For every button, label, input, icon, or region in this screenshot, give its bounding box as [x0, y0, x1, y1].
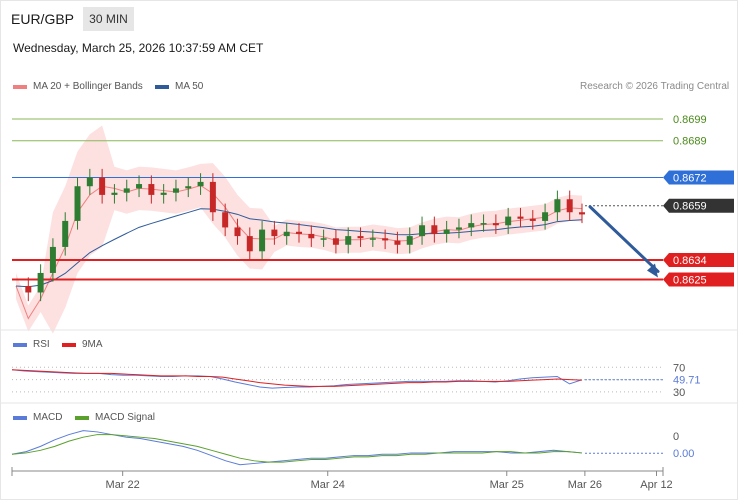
candle-body [148, 184, 155, 195]
legend-swatch-rsi-ma [62, 342, 76, 347]
x-axis-label: Mar 24 [311, 479, 345, 491]
level-label-0.8625: 0.8625 [673, 274, 707, 286]
rsi-tick-30: 30 [673, 387, 685, 399]
candle-body [382, 238, 389, 241]
candle-body [431, 225, 438, 234]
candle-body [468, 223, 475, 228]
candle-body [345, 236, 352, 245]
legend-macd-signal: MACD Signal [75, 412, 155, 423]
candle-body [492, 223, 499, 226]
candle-body [62, 220, 69, 247]
candle-body [99, 177, 106, 195]
legend-bollinger: MA 20 + Bollinger Bands [13, 81, 143, 92]
legend-label-bollinger: MA 20 + Bollinger Bands [33, 81, 143, 92]
candle-body [566, 199, 573, 213]
macd-line [11, 430, 583, 466]
copyright-note: Research © 2026 Trading Central [580, 81, 730, 92]
candle-body [419, 225, 426, 237]
level-tag-0.8634 [663, 252, 734, 267]
candle-body [517, 216, 524, 219]
level-tag-0.8672 [663, 170, 734, 185]
candle-body [332, 238, 339, 245]
candle-body [308, 233, 315, 239]
candle-body [480, 223, 487, 225]
level-label-0.8634: 0.8634 [673, 255, 707, 267]
candle-body [320, 238, 327, 240]
candle-body [394, 240, 401, 245]
x-axis-label: Mar 26 [568, 479, 602, 491]
candle-body [136, 184, 143, 189]
candle-body [246, 236, 253, 252]
legend-label-rsi: RSI [33, 339, 50, 350]
candle-body [406, 236, 413, 245]
level-label-0.8699: 0.8699 [673, 114, 707, 126]
legend-swatch-macd-signal [75, 415, 89, 420]
x-axis-label: Mar 25 [490, 479, 524, 491]
level-tag-0.8659 [663, 198, 734, 213]
macd-tick-0: 0 [673, 431, 679, 443]
legend-ma50: MA 50 [155, 81, 203, 92]
interval-badge[interactable]: 30 MIN [83, 7, 134, 31]
rsi-ma-line [11, 369, 583, 387]
legend-rsi-ma: 9MA [62, 339, 103, 350]
candle-body [222, 212, 229, 228]
candle-body [86, 177, 93, 187]
forecast-arrow-head [647, 263, 658, 278]
legend-label-ma50: MA 50 [175, 81, 204, 92]
timestamp: Wednesday, March 25, 2026 10:37:59 AM CE… [13, 41, 264, 55]
candle-body [505, 216, 512, 226]
candle-body [296, 231, 302, 234]
macd-current-value: 0.00 [673, 448, 694, 460]
candle-body [542, 212, 549, 221]
rsi-tick-70: 70 [673, 362, 685, 374]
candle-body [283, 231, 290, 237]
x-axis-label: Mar 22 [106, 479, 140, 491]
candle-body [554, 199, 561, 213]
legend-swatch-bollinger [13, 84, 27, 89]
candle-body [185, 186, 192, 189]
candle-body [74, 186, 81, 221]
candle-body [369, 238, 376, 240]
candle-body [37, 272, 44, 293]
legend-rsi: RSI [13, 339, 50, 350]
legend-swatch-ma50 [155, 84, 169, 89]
x-axis-label: Apr 12 [640, 479, 672, 491]
forecast-arrow-shaft [588, 205, 660, 273]
candle-body [259, 229, 266, 252]
candle-body [197, 181, 204, 187]
legend-macd: MACD [13, 412, 62, 423]
candle-body [455, 227, 462, 230]
candle-body [271, 229, 278, 237]
candle-body [111, 192, 118, 195]
candle-body [123, 188, 130, 193]
legend-swatch-rsi [13, 342, 27, 347]
legend-label-macd-signal: MACD Signal [95, 412, 156, 423]
candle-body [160, 192, 167, 195]
legend-label-rsi-ma: 9MA [82, 339, 103, 350]
level-label-0.8672: 0.8672 [673, 173, 707, 185]
level-label-0.8659: 0.8659 [673, 201, 707, 213]
candle-body [357, 236, 364, 239]
candle-body [49, 246, 56, 273]
legend-label-macd: MACD [33, 412, 63, 423]
candle-body [443, 229, 450, 234]
legend-swatch-macd [13, 415, 27, 420]
currency-pair-title: EUR/GBP [11, 11, 75, 27]
level-label-0.8689: 0.8689 [673, 136, 707, 148]
candle-body [209, 181, 216, 213]
candle-body [579, 212, 585, 215]
candle-body [172, 188, 179, 193]
candle-body [234, 227, 241, 237]
candle-body [529, 218, 536, 221]
chart-header: EUR/GBP 30 MIN Wednesday, March 25, 2026… [0, 0, 738, 70]
macd-signal-line [11, 434, 583, 463]
rsi-current-value: 49.71 [673, 375, 701, 387]
level-tag-0.8625 [663, 272, 734, 287]
candle-body [25, 285, 32, 293]
